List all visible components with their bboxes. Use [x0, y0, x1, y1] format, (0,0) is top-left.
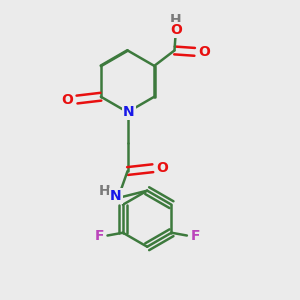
- Text: H: H: [99, 184, 110, 198]
- Text: O: O: [61, 92, 73, 106]
- Text: O: O: [199, 45, 210, 59]
- Text: N: N: [123, 105, 135, 119]
- Text: O: O: [157, 161, 169, 175]
- Text: F: F: [190, 229, 200, 242]
- Text: O: O: [170, 23, 182, 37]
- Text: H: H: [170, 13, 182, 27]
- Text: N: N: [110, 189, 122, 203]
- Text: F: F: [94, 229, 104, 242]
